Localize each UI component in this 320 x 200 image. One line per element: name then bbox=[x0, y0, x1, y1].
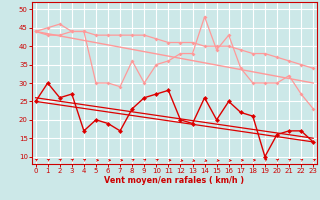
X-axis label: Vent moyen/en rafales ( km/h ): Vent moyen/en rafales ( km/h ) bbox=[104, 176, 244, 185]
